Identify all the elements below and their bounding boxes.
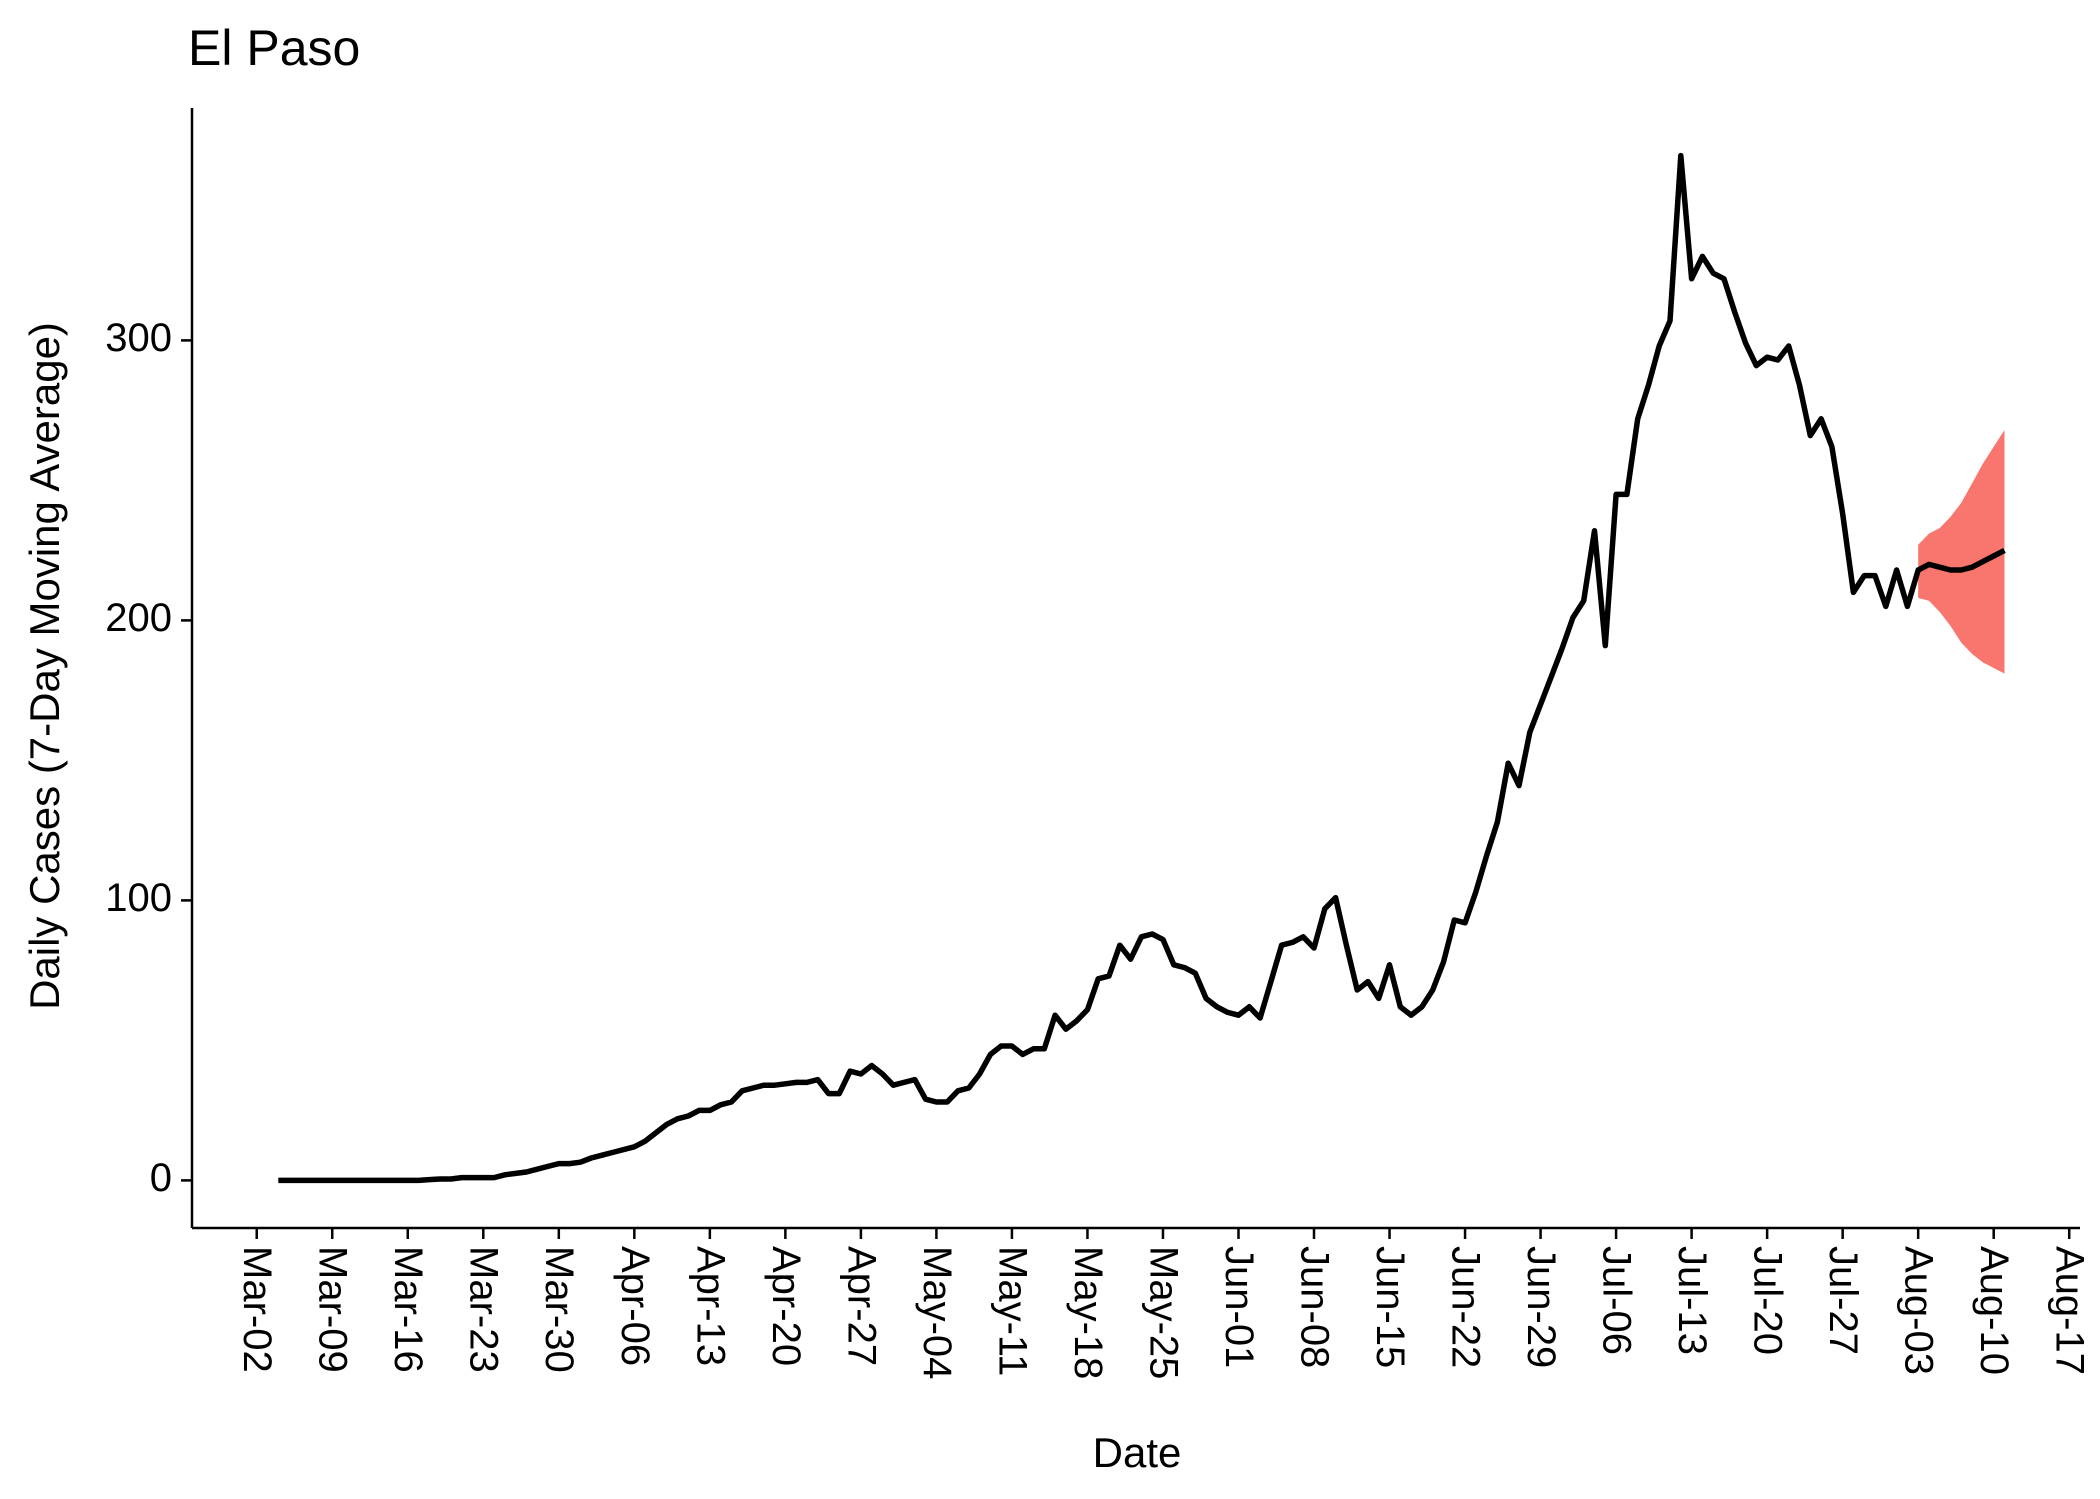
- x-tick-label: Mar-30: [537, 1246, 581, 1373]
- x-tick-label: Jul-13: [1670, 1246, 1714, 1355]
- x-tick-label: Jul-20: [1746, 1246, 1790, 1355]
- x-tick-label: Aug-10: [1972, 1246, 2016, 1375]
- x-tick-label: Aug-03: [1897, 1246, 1941, 1375]
- x-tick-label: Jun-15: [1368, 1246, 1412, 1368]
- x-tick-label: May-04: [915, 1246, 959, 1379]
- x-axis-title: Date: [1093, 1429, 1182, 1476]
- case-line: [278, 152, 2006, 1184]
- forecast-band: [1918, 430, 2005, 674]
- y-axis-title: Daily Cases (7-Day Moving Average): [21, 322, 68, 1010]
- x-tick-label: Mar-16: [386, 1246, 430, 1373]
- x-tick-label: Mar-09: [311, 1246, 355, 1373]
- x-tick-label: Jul-06: [1595, 1246, 1639, 1355]
- y-tick-label: 200: [105, 596, 172, 640]
- y-tick-label: 100: [105, 876, 172, 920]
- chart-title: El Paso: [188, 20, 360, 76]
- x-tick-label: May-25: [1141, 1246, 1185, 1379]
- x-tick-label: Apr-20: [764, 1246, 808, 1366]
- x-tick-label: Jun-08: [1292, 1246, 1336, 1368]
- y-tick-label: 0: [150, 1156, 172, 1200]
- x-tick-label: Jun-01: [1217, 1246, 1261, 1368]
- x-tick-label: Apr-06: [613, 1246, 657, 1366]
- x-tick-label: Jun-22: [1443, 1246, 1487, 1368]
- x-tick-label: Aug-17: [2048, 1246, 2092, 1375]
- x-tick-label: Apr-27: [839, 1246, 883, 1366]
- x-tick-label: May-18: [1066, 1246, 1110, 1379]
- y-tick-label: 300: [105, 316, 172, 360]
- x-tick-label: May-11: [990, 1246, 1034, 1376]
- x-tick-label: Mar-02: [235, 1246, 279, 1373]
- x-tick-label: Jul-27: [1821, 1246, 1865, 1355]
- x-tick-label: Apr-13: [688, 1246, 732, 1366]
- x-tick-label: Mar-23: [462, 1246, 506, 1373]
- x-tick-label: Jun-29: [1519, 1246, 1563, 1368]
